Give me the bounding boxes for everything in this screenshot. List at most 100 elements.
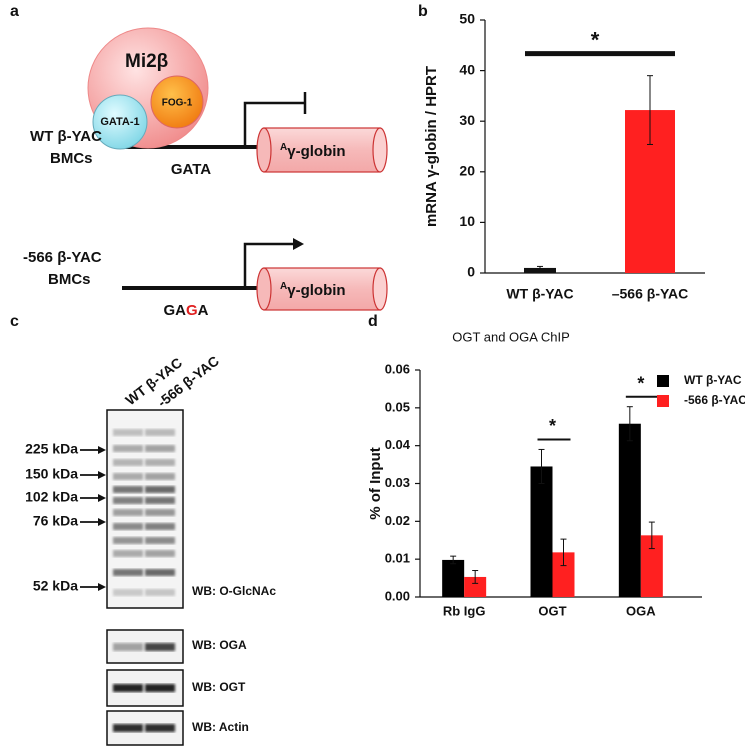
band (145, 459, 175, 466)
x-tick-label: WT β-YAC (506, 286, 573, 302)
bar (464, 576, 487, 597)
bar (640, 535, 663, 597)
complex-label: Mi2β (125, 51, 168, 72)
x-tick-label: Rb IgG (443, 603, 486, 618)
y-tick-label: 0.05 (385, 399, 410, 414)
gene-name: γ-globin (287, 282, 345, 299)
promoter-arrow (243, 101, 305, 147)
diagram: Mi2β FOG-1 GATA-1 Aγ-globin WT β-YAC BMC… (23, 27, 388, 319)
band (113, 589, 143, 596)
panel-label: b (418, 3, 428, 20)
band (113, 459, 143, 466)
y-tick-label: 0.02 (385, 513, 410, 528)
blot-label: WB: OGT (192, 680, 246, 694)
panel-label: a (10, 3, 19, 20)
marker-label: 225 kDa (25, 441, 78, 457)
gata1-circle (92, 94, 148, 150)
arrow-head (98, 446, 106, 454)
marker-label: 52 kDa (33, 578, 78, 594)
y-axis-label: % of Input (367, 447, 384, 519)
legend-swatch (657, 375, 669, 387)
band (113, 643, 143, 651)
y-tick-label: 0 (467, 264, 475, 280)
y-tick-label: 0.06 (385, 361, 410, 376)
band (145, 537, 175, 544)
condition-label: WT β-YAC (30, 128, 102, 145)
band (145, 509, 175, 516)
band (113, 473, 143, 480)
band (145, 445, 175, 452)
y-tick-label: 10 (459, 213, 475, 229)
arrow-head (98, 494, 106, 502)
band (145, 684, 175, 692)
promoter-arrow (243, 242, 295, 288)
bar (524, 267, 556, 273)
bar (442, 559, 465, 597)
superscript: A (280, 281, 287, 292)
x-tick-label: –566 β-YAC (612, 286, 689, 302)
condition-label: -566 β-YAC (23, 249, 102, 266)
legend-label: -566 β-YAC (684, 393, 745, 407)
y-axis-label: mRNA γ-globin / HPRT (423, 66, 440, 227)
legend-swatch (657, 395, 669, 407)
annotation: * (637, 373, 644, 393)
blot-label: WB: Actin (192, 720, 249, 734)
band (145, 497, 175, 504)
annotation: * (591, 27, 600, 52)
grouped-bar-chart: 0.00 0.01 0.02 0.03 0.04 0.05 0.06 % of Input OG… (367, 329, 745, 618)
bar (552, 552, 575, 597)
y-tick-label: 40 (459, 61, 475, 77)
y-tick-label: 50 (459, 11, 475, 27)
cylinder-end (372, 127, 388, 173)
site-part: GA (163, 302, 186, 319)
band (145, 473, 175, 480)
band (113, 724, 143, 732)
band (113, 497, 143, 504)
complex-label: GATA-1 (100, 116, 139, 128)
arrow-head (98, 583, 106, 591)
y-tick-label: 0.04 (385, 437, 411, 452)
band (113, 569, 143, 576)
condition-label: BMCs (48, 271, 91, 288)
panel-label: d (368, 313, 378, 330)
bar (530, 466, 553, 597)
gene-label: Aγ-globin (280, 281, 346, 299)
legend-label: WT β-YAC (684, 373, 742, 387)
arrow-head (293, 238, 304, 250)
band (145, 523, 175, 530)
y-tick-label: 20 (459, 163, 475, 179)
condition-label: BMCs (50, 150, 93, 167)
gene-cylinder (256, 127, 388, 173)
band (113, 445, 143, 452)
band (145, 569, 175, 576)
band (145, 589, 175, 596)
site-label: GAGA (163, 302, 208, 319)
x-tick-label: OGA (626, 603, 656, 618)
cylinder-end (256, 127, 272, 173)
band (113, 429, 143, 436)
arrow-head (98, 518, 106, 526)
bar (618, 423, 641, 597)
band (145, 550, 175, 557)
y-tick-label: 0.03 (385, 475, 410, 490)
band (145, 643, 175, 651)
fog1-circle (150, 75, 204, 129)
band (113, 523, 143, 530)
mutation: G (186, 302, 198, 319)
gene-cylinder (256, 267, 388, 311)
site-part: A (198, 302, 209, 319)
arrow-head (98, 471, 106, 479)
gene-label: Aγ-globin (280, 142, 346, 160)
complex-label: FOG-1 (162, 98, 193, 109)
band (113, 537, 143, 544)
superscript: A (280, 142, 287, 153)
band (113, 684, 143, 692)
cylinder-end (256, 267, 272, 311)
blot-label: WB: OGA (192, 638, 247, 652)
band (113, 486, 143, 493)
x-tick-label: OGT (538, 603, 566, 618)
western-blot: WT β-YAC -566 β-YAC WB: O-GlcNAc WB: OGA… (25, 352, 276, 746)
annotation: * (549, 416, 556, 436)
band (145, 724, 175, 732)
